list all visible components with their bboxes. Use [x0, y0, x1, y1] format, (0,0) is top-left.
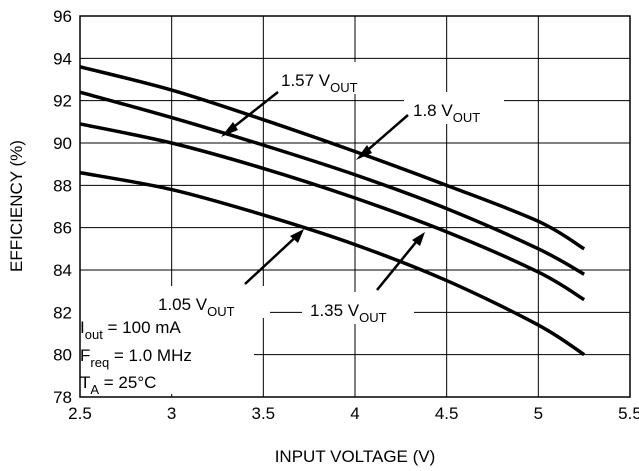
conditions-box	[76, 310, 254, 394]
label-arrows	[221, 91, 425, 291]
arrow-head-1-57	[221, 122, 238, 137]
y-axis-title: EFFICIENCY (%)	[7, 140, 26, 272]
series-label-1-57: 1.57 VOUT	[281, 71, 358, 95]
x-tick-label: 2.5	[68, 404, 92, 423]
x-axis-title: INPUT VOLTAGE (V)	[275, 447, 436, 466]
series-label-1-8: 1.8 VOUT	[413, 101, 480, 125]
arrow-head-1-8	[356, 145, 372, 160]
condition-ta: TA = 25°C	[80, 373, 156, 397]
y-tick-label: 86	[53, 219, 72, 238]
y-tick-label: 88	[53, 176, 72, 195]
tick-labels: 2.5 3 3.5 4 4.5 5 5.5 78 80 82 84 86 88 90 92 94 96	[53, 7, 639, 423]
y-tick-label: 82	[53, 303, 72, 322]
y-tick-label: 84	[53, 261, 72, 280]
x-tick-label: 3.5	[252, 404, 276, 423]
series-lines	[79, 65, 586, 357]
condition-iout: Iout = 100 mA	[80, 318, 181, 342]
y-tick-label: 94	[53, 49, 72, 68]
x-tick-label: 5	[534, 404, 543, 423]
arrow-1-05	[244, 232, 301, 285]
arrow-head-1-35	[412, 232, 425, 246]
y-tick-label: 78	[53, 388, 72, 407]
series-line-1-57-v-out	[79, 90, 586, 276]
y-tick-label: 90	[53, 134, 72, 153]
condition-freq: Freq = 1.0 MHz	[80, 346, 192, 370]
series-line-1-05-v-out	[79, 170, 586, 357]
arrow-1-35	[376, 235, 422, 291]
series-line-1-8-v-out	[79, 65, 586, 251]
plot-frame	[79, 15, 631, 398]
series-label-1-05: 1.05 VOUT	[158, 295, 235, 319]
y-tick-label: 80	[53, 346, 72, 365]
label-box-1-35	[302, 292, 414, 324]
x-tick-label: 3	[167, 404, 176, 423]
series-line-1-35-v-out	[79, 122, 586, 302]
arrow-head-1-05	[290, 229, 304, 243]
label-box-1-8	[404, 92, 504, 124]
x-tick-label: 5.5	[618, 404, 639, 423]
y-tick-label: 96	[53, 7, 72, 26]
label-box-1-57	[272, 62, 384, 94]
arrow-1-8	[361, 114, 409, 156]
series-label-1-35: 1.35 VOUT	[310, 301, 387, 325]
y-tick-label: 92	[53, 92, 72, 111]
x-tick-label: 4	[350, 404, 359, 423]
x-tick-label: 4.5	[435, 404, 459, 423]
